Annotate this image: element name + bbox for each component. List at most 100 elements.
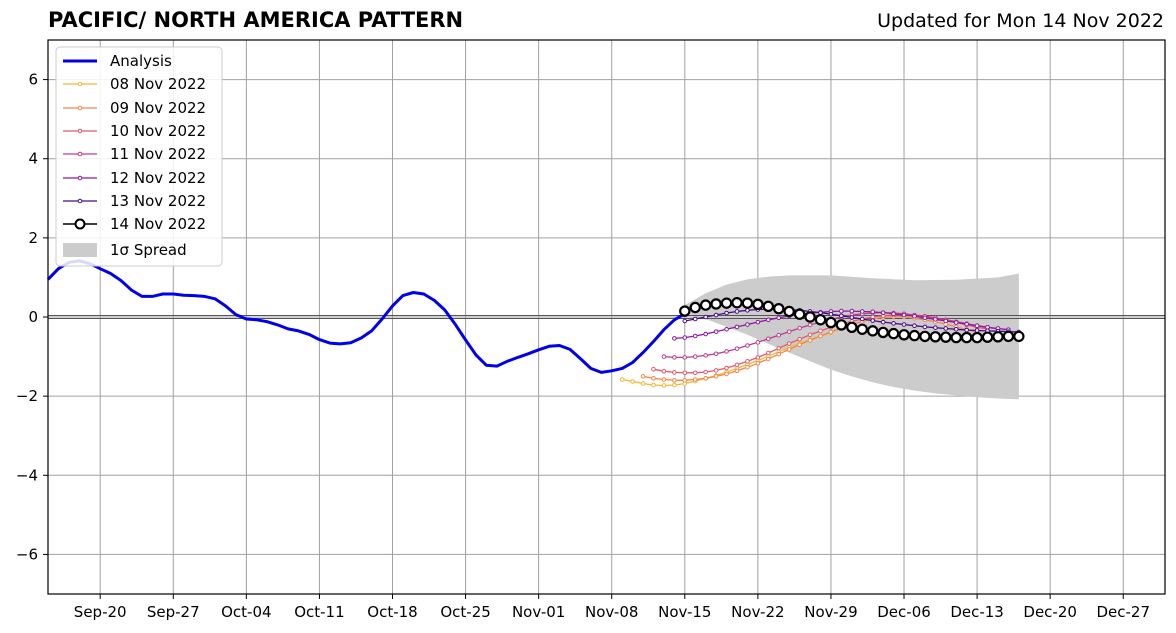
forecast-point	[672, 382, 677, 388]
forecast-point	[922, 315, 928, 321]
x-tick-label: Nov-15	[658, 603, 711, 621]
forecast-point	[692, 316, 698, 322]
legend-marker	[77, 198, 83, 204]
x-tick-label: Oct-04	[221, 603, 271, 621]
plot-frame	[47, 39, 1166, 595]
chart-title: PACIFIC/ NORTH AMERICA PATTERN	[48, 8, 464, 32]
forecast-point	[807, 322, 813, 328]
forecast-point	[985, 324, 990, 330]
forecast-point	[640, 381, 646, 386]
forecast-point	[818, 333, 823, 339]
forecast-point	[651, 382, 656, 388]
forecast-point	[783, 305, 795, 318]
forecast-point	[682, 335, 688, 340]
forecast-point	[940, 331, 952, 343]
forecast-point	[898, 329, 910, 341]
forecast-point	[964, 321, 969, 327]
forecast-point	[943, 326, 949, 331]
forecast-point	[846, 321, 858, 333]
forecast-point	[679, 305, 691, 317]
forecast-point	[1002, 330, 1015, 343]
legend-label: 11 Nov 2022	[110, 145, 206, 163]
forecast-point	[870, 309, 876, 315]
forecast-point	[922, 324, 928, 330]
legend-label: 12 Nov 2022	[110, 169, 206, 187]
forecast-point	[773, 302, 785, 315]
legend-label: 10 Nov 2022	[110, 122, 206, 140]
legend-marker	[77, 105, 83, 111]
y-tick-label: −6	[16, 545, 38, 563]
forecast-point	[856, 323, 868, 335]
forecast-point	[699, 299, 712, 311]
forecast-point	[901, 322, 907, 327]
forecast-point	[849, 315, 855, 320]
y-tick-label: 0	[28, 308, 38, 326]
forecast-point	[766, 336, 771, 342]
forecast-point	[943, 318, 949, 324]
forecast-point	[692, 377, 698, 382]
forecast-point	[887, 327, 900, 340]
forecast-point	[766, 356, 771, 362]
forecast-point	[619, 377, 625, 382]
forecast-point	[992, 331, 1004, 343]
forecast-point	[807, 332, 813, 338]
legend: Analysis 08 Nov 2022 09 Nov 2022 10 Nov 202…	[55, 46, 223, 267]
forecast-point	[807, 338, 813, 343]
forecast-point	[752, 298, 764, 311]
x-tick-label: Oct-11	[294, 603, 344, 621]
forecast-point	[953, 326, 959, 332]
y-tick-label: −2	[16, 387, 38, 405]
legend-marker	[77, 81, 83, 87]
forecast-point	[766, 350, 771, 356]
forecast-point	[755, 340, 761, 345]
forecast-point	[689, 301, 701, 314]
forecast-point	[661, 368, 667, 374]
forecast-point	[919, 330, 931, 343]
forecast-point	[651, 376, 656, 381]
forecast-point	[786, 347, 792, 352]
forecast-point	[745, 359, 750, 364]
y-tick-label: 2	[28, 229, 38, 247]
forecast-point	[745, 322, 750, 327]
forecast-point	[703, 314, 708, 320]
legend-box	[55, 46, 223, 267]
forecast-point	[745, 364, 750, 370]
forecast-point	[804, 311, 816, 323]
forecast-point	[1013, 330, 1025, 343]
forecast-point	[661, 383, 667, 388]
y-tick-label: 4	[28, 150, 38, 168]
forecast-point	[964, 327, 969, 333]
forecast-point	[839, 308, 844, 314]
forecast-point	[710, 298, 722, 310]
forecast-point	[797, 336, 802, 342]
forecast-point	[724, 349, 729, 354]
forecast-point	[776, 315, 782, 321]
x-tick-label: Oct-25	[440, 603, 490, 621]
forecast-point	[891, 321, 896, 326]
forecast-point	[880, 310, 886, 315]
zero-line-layer	[48, 315, 1165, 319]
forecast-point	[724, 310, 729, 316]
forecast-point	[776, 332, 782, 338]
forecast-point	[713, 368, 719, 373]
forecast-point	[745, 343, 750, 348]
forecast-point	[672, 336, 677, 341]
x-tick-label: Dec-27	[1096, 603, 1150, 621]
forecast-point	[724, 326, 729, 332]
x-tick-label: Oct-18	[367, 603, 417, 621]
forecast-point	[877, 326, 889, 339]
x-tick-label: Nov-22	[731, 603, 784, 621]
forecast-point	[734, 346, 740, 351]
forecast-point	[981, 331, 994, 343]
forecast-point	[720, 297, 733, 309]
x-tick-label: Dec-20	[1023, 603, 1077, 621]
forecast-point	[713, 374, 719, 379]
forecast-point	[786, 329, 792, 334]
forecast-point	[682, 355, 688, 360]
forecast-point	[713, 329, 719, 334]
forecast-point	[828, 311, 834, 317]
forecast-point	[835, 319, 848, 331]
forecast-point	[933, 317, 938, 322]
forecast-point	[692, 354, 698, 359]
